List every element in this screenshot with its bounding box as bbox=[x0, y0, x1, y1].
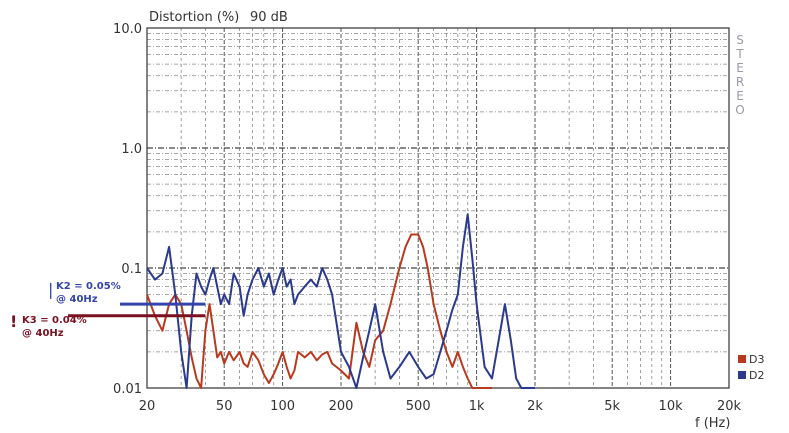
chart-subtitle: 90 dB bbox=[250, 10, 288, 25]
x-tick-label: 1k bbox=[469, 399, 485, 414]
series-line-d3 bbox=[146, 233, 492, 389]
x-tick-label: 50 bbox=[216, 399, 233, 414]
x-tick-label: 500 bbox=[406, 399, 431, 414]
legend-swatch-d2 bbox=[738, 371, 746, 379]
legend-label-d3: D3 bbox=[749, 353, 764, 366]
side-label-letter: E bbox=[736, 61, 744, 75]
series-line-d2 bbox=[146, 213, 535, 389]
x-tick-label: 10k bbox=[659, 399, 684, 414]
x-tick-label: 20k bbox=[717, 399, 742, 414]
side-label-letter: S bbox=[736, 33, 744, 47]
x-tick-label: 200 bbox=[329, 399, 354, 414]
legend-label-d2: D2 bbox=[749, 369, 764, 382]
annotation-k3-line1: K3 = 0.04% bbox=[22, 315, 87, 326]
annotation-k2-line2: @ 40Hz bbox=[56, 294, 98, 305]
annotation-lines bbox=[68, 302, 206, 318]
side-label-letter: E bbox=[736, 89, 744, 103]
grid-layer bbox=[146, 28, 730, 388]
legend-swatch-d3 bbox=[738, 355, 746, 363]
plot-frame bbox=[146, 27, 730, 389]
annotation-k3-line2: @ 40Hz bbox=[22, 328, 64, 339]
x-tick-label: 20 bbox=[139, 399, 156, 414]
x-tick-label: 100 bbox=[270, 399, 295, 414]
side-label-letter: R bbox=[736, 75, 744, 89]
y-tick-label: 1.0 bbox=[121, 142, 142, 157]
side-label-letter: O bbox=[735, 103, 744, 117]
x-axis-label: f (Hz) bbox=[695, 416, 730, 431]
series-layer bbox=[146, 213, 535, 389]
side-label-letter: T bbox=[735, 47, 744, 61]
annotation-k2: K2 = 0.05% @ 40Hz bbox=[56, 280, 121, 306]
chart-title: Distortion (%) bbox=[149, 10, 239, 25]
y-tick-label: 10.0 bbox=[113, 22, 142, 37]
annotation-k2-marker: ❘ bbox=[44, 280, 58, 299]
annotation-k3: K3 = 0.04% @ 40Hz bbox=[22, 314, 87, 340]
x-tick-label: 5k bbox=[604, 399, 620, 414]
y-tick-label: 0.1 bbox=[121, 262, 142, 277]
tick-layer: 20 50 100 200 500 1k 2k 5k 10k 20k 0.01 0.1 1.0 10.0 bbox=[113, 22, 741, 414]
annotation-k2-line1: K2 = 0.05% bbox=[56, 281, 121, 292]
y-tick-label: 0.01 bbox=[113, 382, 142, 397]
annotation-k3-marker: ! bbox=[10, 312, 18, 331]
x-tick-label: 2k bbox=[527, 399, 543, 414]
